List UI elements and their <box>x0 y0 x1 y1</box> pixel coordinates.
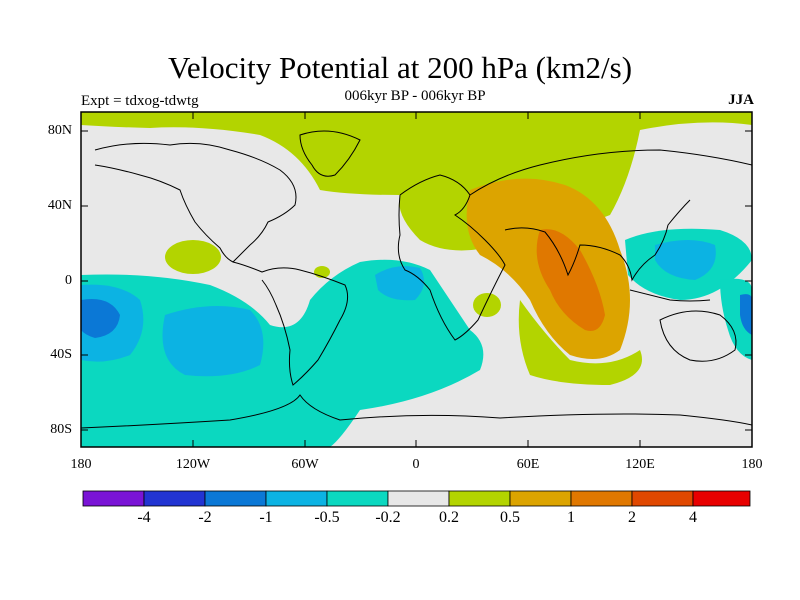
coast-asia <box>469 149 752 282</box>
south-pacific-negative-region <box>162 306 264 377</box>
map-field <box>81 112 752 447</box>
colorbar-label: -0.2 <box>375 509 401 526</box>
lat-label-40s: 40S <box>50 347 72 362</box>
colorbar-label: 4 <box>689 509 697 526</box>
colorbar-box-4 <box>265 490 328 507</box>
colorbar-box-11 <box>692 490 751 507</box>
colorbar-label: -2 <box>198 509 212 526</box>
east-pacific-positive-region <box>165 240 221 274</box>
lat-label-0: 0 <box>65 273 72 288</box>
coast-australia <box>659 310 737 362</box>
atlantic-negative-region <box>375 266 424 301</box>
maritime-minimum-core <box>655 240 716 280</box>
colorbar-box-7 <box>448 490 511 507</box>
lon-label-180w: 180 <box>70 457 92 472</box>
lon-label-180e: 180 <box>741 457 763 472</box>
coast-south-america <box>232 261 349 386</box>
colorbar-label: 2 <box>628 509 636 526</box>
coast-europe-africa <box>397 174 506 341</box>
colorbar-box-3 <box>204 490 267 507</box>
colorbar-label: -4 <box>137 509 151 526</box>
lon-label-120w: 120W <box>175 457 211 472</box>
colorbar <box>82 490 751 507</box>
colorbar-box-10 <box>631 490 694 507</box>
coast-greenland <box>299 130 361 177</box>
colorbar-box-9 <box>570 490 633 507</box>
lon-ticks <box>80 112 753 447</box>
madagascar-positive-region <box>473 293 501 317</box>
coastlines <box>81 130 752 429</box>
asia-maximum-region <box>536 229 605 331</box>
lat-label-40n: 40N <box>47 198 72 213</box>
colorbar-box-6 <box>387 490 450 507</box>
colorbar-box-8 <box>509 490 572 507</box>
southern-negative-region <box>81 259 484 447</box>
lon-label-60e: 60E <box>516 457 540 472</box>
lon-label-60w: 60W <box>291 457 319 472</box>
colorbar-label: 0.2 <box>439 509 459 526</box>
colorbar-box-1 <box>82 490 145 507</box>
pacific-minimum-core <box>81 299 120 338</box>
coast-north-america <box>94 142 297 263</box>
colorbar-box-2 <box>143 490 206 507</box>
lon-label-0: 0 <box>412 457 420 472</box>
chart-title: Velocity Potential at 200 hPa (km2/s) <box>167 50 633 85</box>
colorbar-box-5 <box>326 490 389 507</box>
indian-ocean-positive-region <box>518 300 642 385</box>
colorbar-label: 1 <box>567 509 575 526</box>
lat-label-80s: 80S <box>50 422 72 437</box>
colorbar-label: 0.5 <box>500 509 520 526</box>
colorbar-label: -0.5 <box>314 509 340 526</box>
lon-label-120e: 120E <box>625 457 655 472</box>
dateline-minimum-core <box>740 294 752 335</box>
coast-indonesia <box>629 289 711 302</box>
season-label: JJA <box>728 92 754 108</box>
colorbar-label: -1 <box>259 509 273 526</box>
lat-ticks <box>81 130 752 431</box>
coast-antarctica <box>81 394 752 429</box>
experiment-label: Expt = tdxog-tdwtg <box>81 93 199 109</box>
chart-subtitle: 006kyr BP - 006kyr BP <box>344 88 486 104</box>
lat-label-80n: 80N <box>47 123 72 138</box>
